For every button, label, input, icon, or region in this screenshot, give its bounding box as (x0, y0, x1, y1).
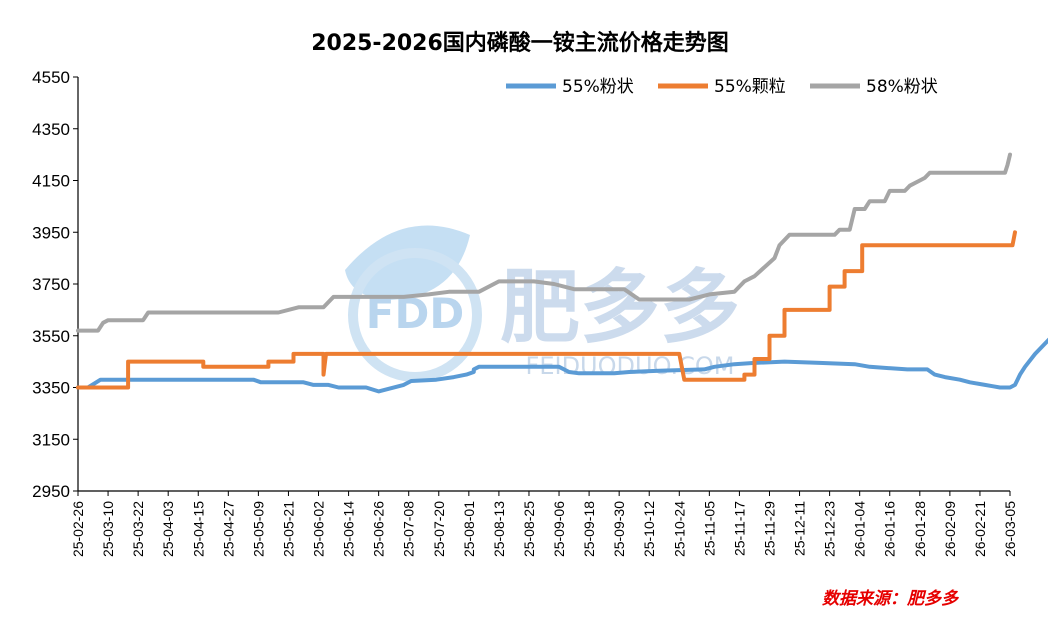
x-tick-label: 25-09-30 (611, 501, 627, 557)
x-tick-label: 25-03-22 (130, 501, 146, 557)
y-tick-label: 3950 (32, 223, 70, 242)
x-tick-label: 25-05-21 (280, 501, 296, 557)
legend: 55%粉状 55%颗粒 58%粉状 (506, 77, 938, 97)
y-tick-label: 3550 (32, 327, 70, 346)
y-tick-label: 3750 (32, 275, 70, 294)
watermark-ring-icon (348, 248, 482, 382)
x-tick-label: 25-03-10 (100, 501, 116, 557)
y-tick-label: 3350 (32, 379, 70, 398)
x-tick-label: 25-11-29 (761, 501, 777, 556)
watermark-brand-text: 肥多多 (500, 261, 740, 354)
y-tick-label: 4550 (32, 68, 70, 87)
x-tick-label: 25-04-03 (160, 501, 176, 557)
axes: 2950 3150 3350 3550 3750 3950 4150 4350 4550 25-0… (32, 68, 1018, 557)
x-tick-label: 25-09-06 (551, 501, 567, 557)
x-tick-label: 25-10-12 (641, 501, 657, 557)
x-tick-label: 25-11-17 (731, 501, 747, 556)
series-line-3 (76, 152, 1012, 333)
x-tick-label: 25-12-23 (822, 501, 838, 557)
x-tick-label: 25-06-02 (311, 501, 327, 557)
legend-label-1: 55%粉状 (562, 77, 634, 97)
x-tick-label: 25-08-13 (491, 501, 507, 557)
watermark-leaf-icon (345, 225, 470, 300)
series-layer (76, 152, 1048, 394)
series-line-1 (76, 337, 1048, 394)
x-tick-label: 26-01-28 (912, 501, 928, 557)
x-tick-label: 26-01-04 (852, 501, 868, 557)
x-tick-label: 25-12-11 (792, 501, 808, 556)
y-tick-label: 3150 (32, 430, 70, 449)
y-tick-label: 4350 (32, 120, 70, 139)
x-tick-label: 25-10-24 (671, 501, 687, 557)
x-tick-label: 26-02-21 (972, 501, 988, 557)
x-tick-label: 25-06-14 (341, 501, 357, 557)
x-tick-label: 25-07-20 (431, 501, 447, 557)
legend-label-3: 58%粉状 (866, 77, 938, 97)
y-tick-label: 2950 (32, 482, 70, 501)
x-tick-label: 25-08-25 (521, 501, 537, 557)
series-line-2 (76, 230, 1017, 390)
x-tick-label: 25-11-05 (701, 501, 717, 556)
x-tick-label: 25-04-15 (190, 501, 206, 557)
x-tick-label: 25-07-08 (401, 501, 417, 557)
x-tick-label: 25-09-18 (581, 501, 597, 557)
chart-title: 2025-2026国内磷酸一铵主流价格走势图 (311, 30, 729, 56)
source-note: 数据来源：肥多多 (822, 589, 960, 609)
x-tick-label: 25-04-27 (220, 501, 236, 557)
x-tick-label: 26-03-05 (1002, 501, 1018, 557)
x-tick-label: 25-02-26 (70, 501, 86, 557)
y-tick-label: 4150 (32, 172, 70, 191)
x-tick-label: 25-06-26 (371, 501, 387, 557)
x-tick-label: 26-01-16 (882, 501, 898, 557)
x-tick-label: 25-05-09 (250, 501, 266, 557)
x-tick-label: 25-08-01 (461, 501, 477, 557)
legend-label-2: 55%颗粒 (714, 77, 786, 97)
x-tick-label: 26-02-09 (942, 501, 958, 557)
